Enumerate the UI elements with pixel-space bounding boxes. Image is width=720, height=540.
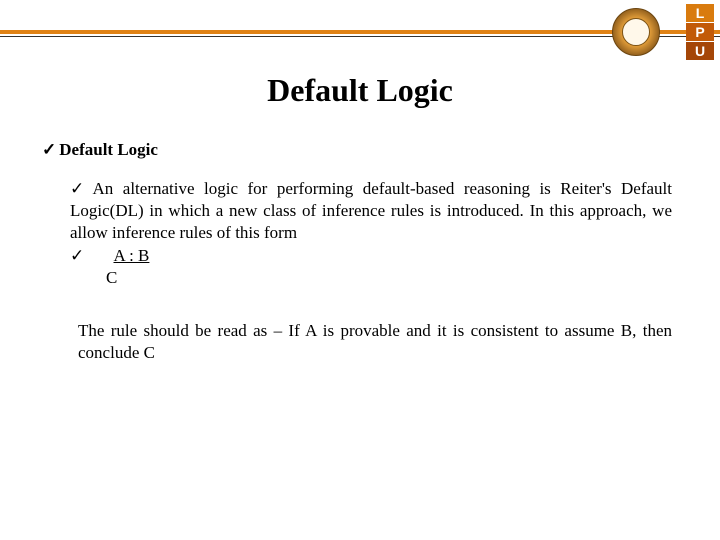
- section-heading-text: Default Logic: [59, 140, 158, 159]
- checkmark-icon: ✓: [70, 246, 84, 265]
- slide-title: Default Logic: [0, 72, 720, 109]
- lpu-letter-p: P: [686, 23, 714, 41]
- lpu-letter-l: L: [686, 4, 714, 22]
- section-heading: ✓Default Logic: [42, 140, 158, 160]
- university-seal-logo: [612, 8, 660, 56]
- formula-denominator: C: [106, 267, 672, 289]
- seal-inner-circle: [622, 18, 650, 46]
- body-paragraph-1: ✓An alternative logic for performing def…: [70, 178, 672, 289]
- lpu-stacked-logo: L P U: [686, 4, 714, 60]
- lpu-letter-u: U: [686, 42, 714, 60]
- formula-block: ✓ A : B: [70, 245, 672, 267]
- paragraph1-text: An alternative logic for performing defa…: [70, 179, 672, 242]
- formula-numerator: A : B: [114, 246, 150, 265]
- checkmark-icon: ✓: [42, 140, 56, 159]
- checkmark-icon: ✓: [70, 179, 90, 198]
- body-paragraph-2: The rule should be read as – If A is pro…: [78, 320, 672, 364]
